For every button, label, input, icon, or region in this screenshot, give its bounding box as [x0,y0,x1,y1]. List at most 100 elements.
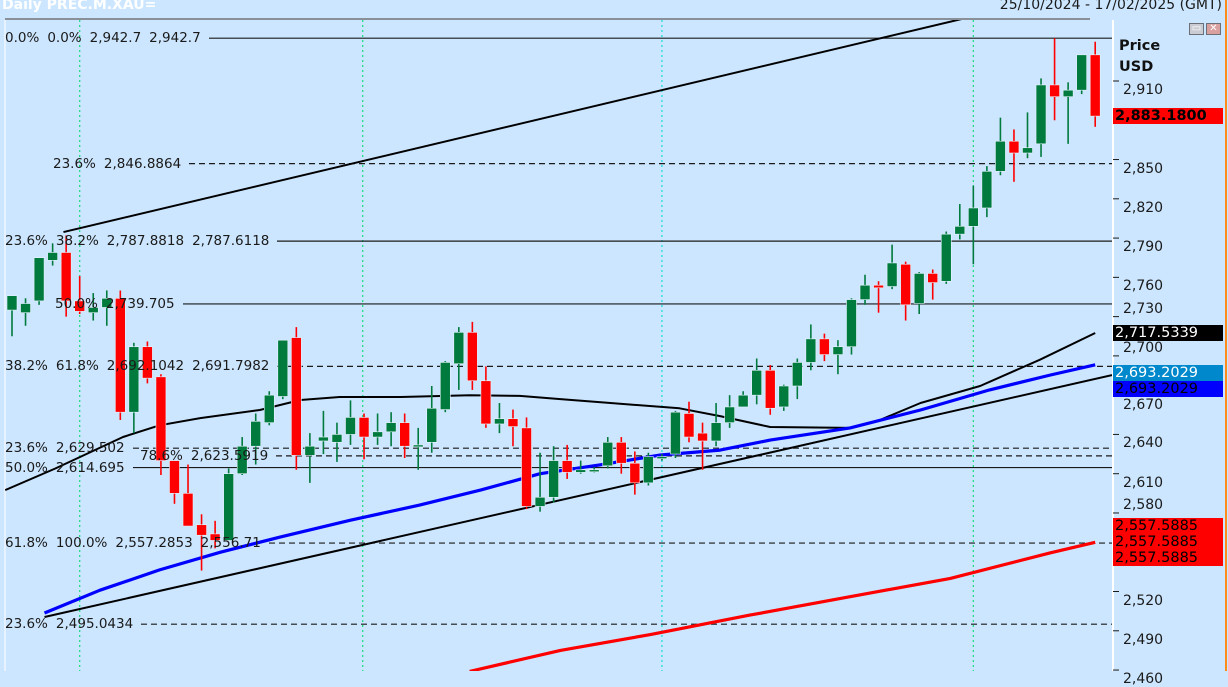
candle-body [1035,84,1047,145]
candle-body [724,406,735,423]
candle [940,231,952,284]
candle [656,454,668,461]
candle-body [561,460,573,473]
candle [250,413,262,465]
fib-level-label: 2,557.2853 [115,535,193,552]
candle-body [819,338,830,355]
candle-body [886,262,898,287]
candle [33,257,45,305]
close-icon[interactable]: ✕ [1206,23,1221,35]
candle [968,185,979,265]
candle-body [399,422,410,447]
fib-level-label: 0.0% [47,30,82,47]
date-range: 25/10/2024 - 17/02/2025 (GMT) [999,0,1222,13]
candle-body [615,441,627,464]
candle-body [805,338,817,363]
fib-level-label: 2,739.705 [105,295,175,312]
candle-body [832,346,844,355]
y-tick-label: 2,640 [1123,435,1164,452]
fib-level-label: 2,846.8864 [103,155,182,172]
y-tick-label: 2,790 [1123,239,1164,256]
candle [873,281,884,313]
candle [142,341,153,384]
y-tick-label: 2,700 [1123,339,1164,356]
candle [737,391,749,408]
candle [263,391,275,426]
candle-body [764,369,776,409]
moving-average-blue [43,363,1096,615]
fib-level-label: 38.2% [55,233,99,250]
candle [358,413,370,460]
candle [846,298,857,355]
candle-body [20,303,31,313]
candle [1062,82,1074,144]
candle [318,410,329,455]
candle-body [196,524,207,536]
candle-body [155,376,167,461]
fib-level-label: 38.2% [5,358,48,375]
fib-level-label: 2,691.7982 [192,358,270,375]
candle-body [209,533,221,541]
y-tick-label: 2,850 [1123,160,1164,177]
candle-body [412,444,424,448]
candle-body [358,417,370,438]
y-tick-label: 2,820 [1123,199,1164,216]
moving-average-black [5,332,1096,492]
candle [778,384,790,411]
candle-body [927,273,939,283]
candle-body [250,421,262,447]
candle-body [1062,89,1074,98]
axis-title-currency: USD [1119,59,1154,75]
candle-body [968,207,979,227]
candle [859,274,871,305]
candle [236,437,248,476]
fib-level-label: 23.6% [5,233,48,250]
candle-body [954,225,966,235]
candle [995,117,1006,176]
candle-body [169,460,180,494]
candlestick-chart[interactable] [0,0,1228,671]
price-axis-title: Price USD [1119,36,1160,78]
candle [385,412,397,447]
candle [87,293,99,321]
y-tick-label: 2,520 [1123,592,1164,609]
moving-average-red [469,540,1096,671]
candle [534,452,546,512]
fib-level-label: 78.6% [140,447,183,464]
y-tick-label: 2,580 [1123,496,1164,513]
candle-body [981,171,993,209]
candle [1008,129,1020,182]
candle [412,427,424,470]
price-tag: 2,693.2029 [1113,364,1223,381]
candle-body [670,411,681,455]
candle [6,295,18,337]
candle-body [629,462,641,484]
candle-body [995,140,1006,172]
candle-body [115,297,126,413]
candle-body [304,445,316,456]
candle [277,339,289,400]
candle-body [331,434,343,443]
restore-icon[interactable]: ▭ [1189,23,1204,35]
candle-body [548,460,559,498]
candle [900,261,911,321]
candle-body [710,422,722,442]
candle-body [6,295,18,311]
candle [1049,38,1060,121]
candle [480,366,492,428]
candle-body [263,394,275,423]
candle-body [751,369,763,396]
y-tick-label: 2,760 [1123,278,1164,295]
fib-level-label: 50.0% [5,459,48,476]
candle-body [737,394,749,408]
candle-body [277,339,289,397]
candle-body [913,273,925,304]
y-tick-label: 2,910 [1123,82,1164,98]
candle [439,361,451,413]
candle-body [426,407,438,443]
candle [1035,78,1047,157]
fib-level-label: 2,942.7 [89,30,142,47]
candle [805,324,817,371]
candle-body [60,252,72,302]
candle [954,204,966,240]
